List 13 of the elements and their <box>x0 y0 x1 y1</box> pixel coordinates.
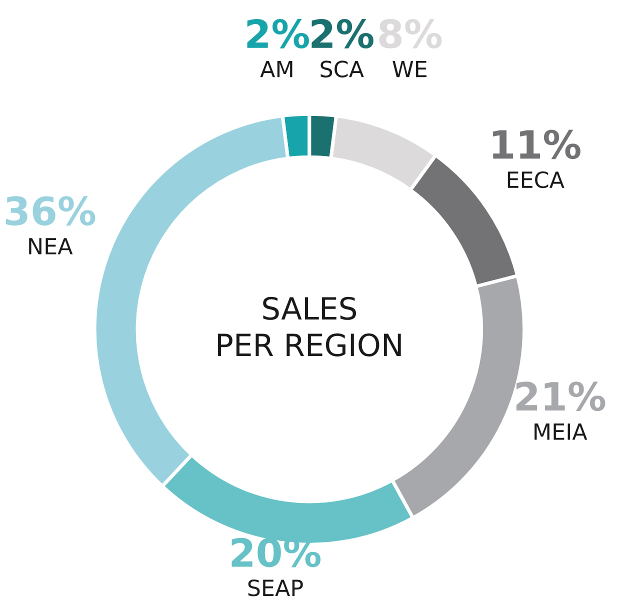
text: SALES PER REGION <box>218 296 401 356</box>
data-label: 2% <box>312 19 374 48</box>
slice-label: SCA <box>320 60 364 78</box>
data-label: 11% <box>492 130 580 160</box>
slice-label: SEAP <box>248 579 303 596</box>
slice-label: MEIA <box>534 424 588 440</box>
slice-label: AM <box>260 60 292 78</box>
data-label: 21% <box>516 382 606 412</box>
slice-label: NEA <box>29 238 73 254</box>
data-label: 36% <box>6 196 96 226</box>
slice-label: EECA <box>508 171 564 188</box>
slice-label: WE <box>392 60 426 78</box>
data-label: 2% <box>247 19 309 48</box>
